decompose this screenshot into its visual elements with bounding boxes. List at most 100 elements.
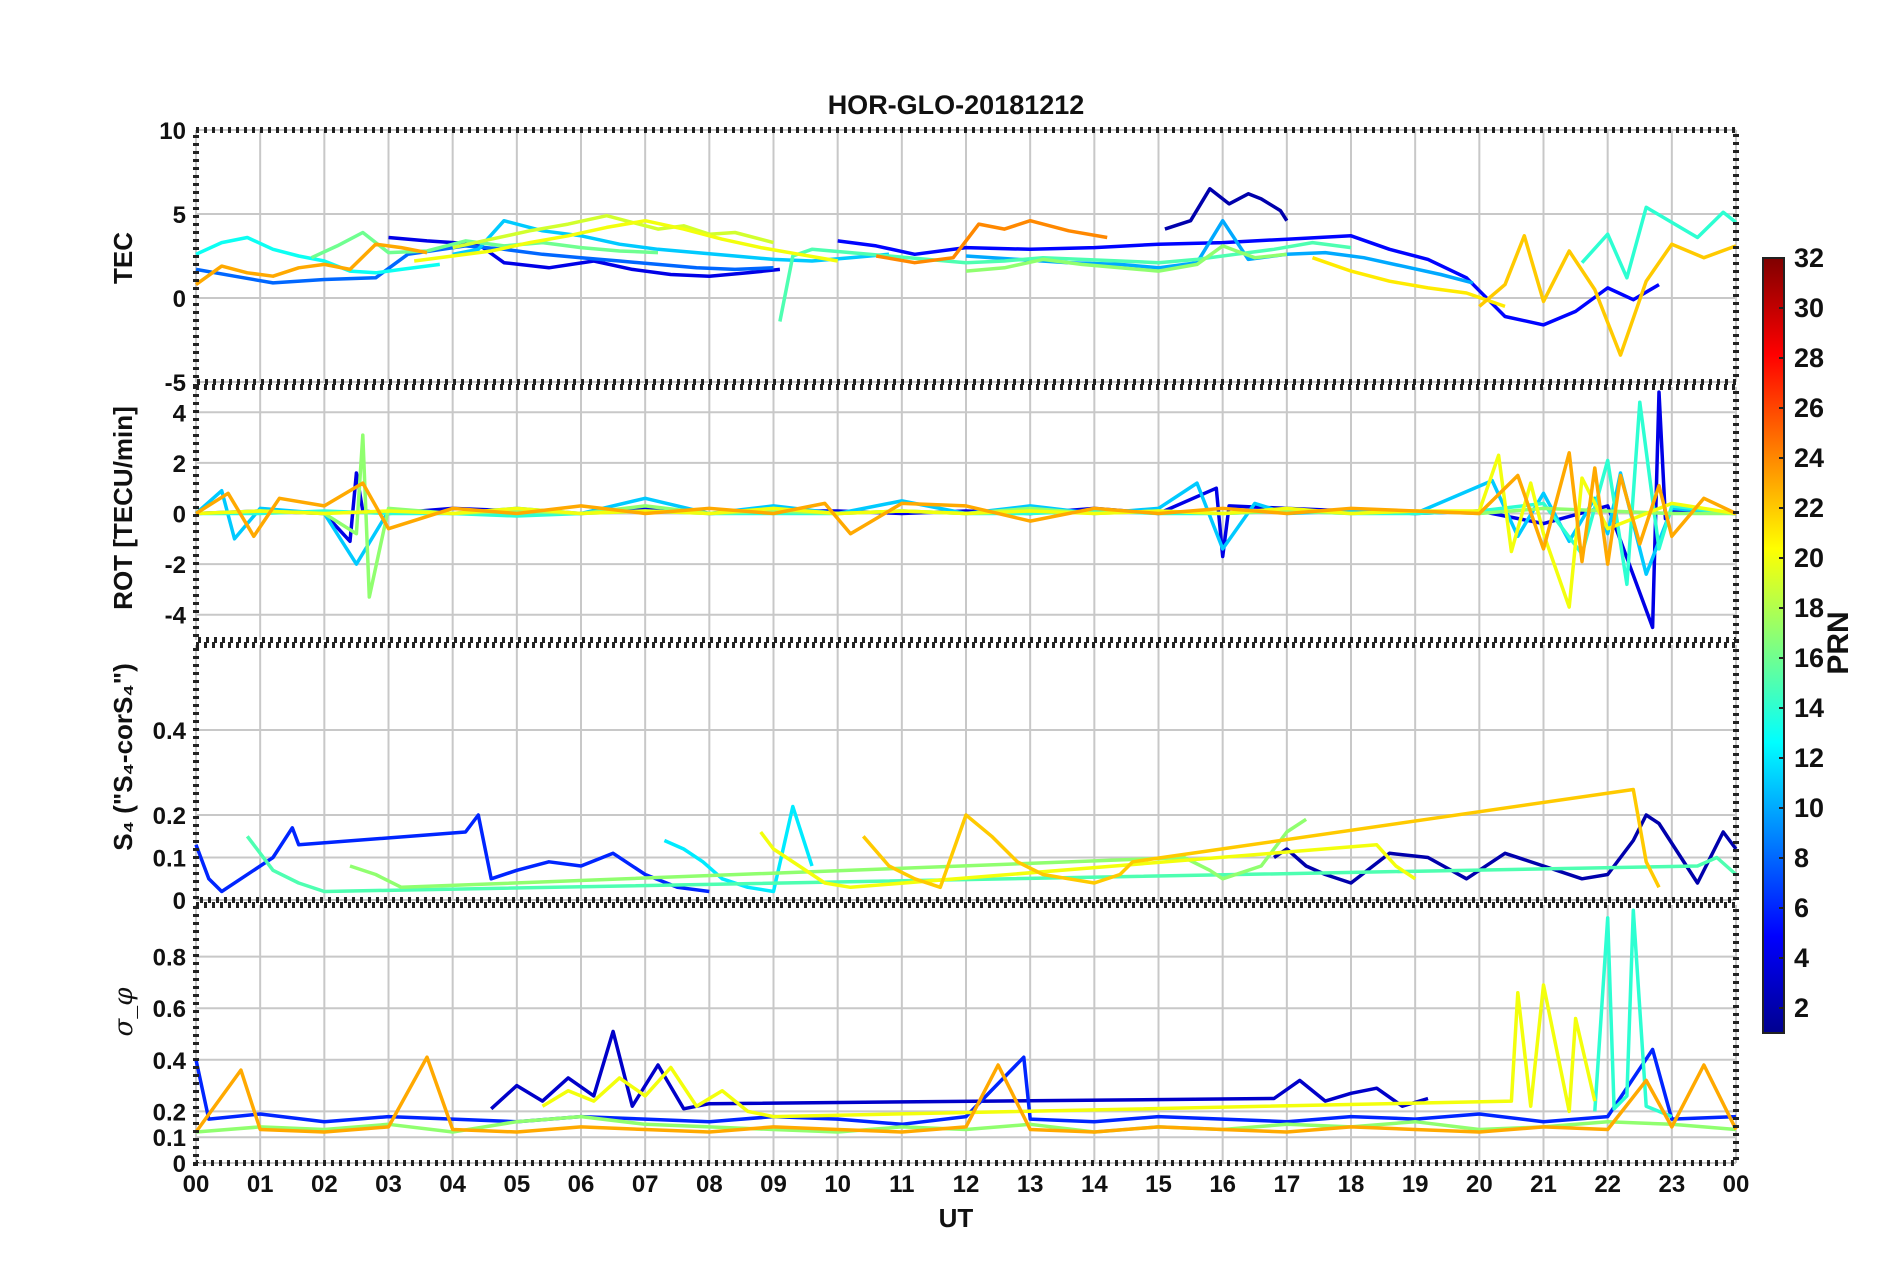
colorbar-tick-label: 12 xyxy=(1794,743,1824,773)
panel-tec: TEC -5 0 5 10 xyxy=(108,118,1739,397)
colorbar-tick-label: 32 xyxy=(1794,243,1824,273)
tec-axis-label: TEC xyxy=(108,232,138,284)
colorbar-tick-label: 20 xyxy=(1794,543,1824,573)
y-tick-label: 10 xyxy=(159,118,186,145)
y-tick-label: 0.1 xyxy=(153,846,186,873)
panel-s4: S₄ ("S₄-corS₄") 0 0.1 0.2 0.4 xyxy=(108,642,1739,915)
colorbar-tick-label: 30 xyxy=(1794,293,1824,323)
rot-axis-label: ROT [TECU/min] xyxy=(108,406,138,610)
x-tick-label: 11 xyxy=(889,1171,914,1198)
axes-box xyxy=(193,642,1739,903)
colorbar-tick-label: 14 xyxy=(1794,693,1824,723)
panel-sigma-phi: σ_φ 00.10.2 0.4 0.6 0.8 xyxy=(109,902,1739,1178)
y-tick-label: 0.6 xyxy=(153,996,186,1023)
colorbar-tick-label: 6 xyxy=(1794,893,1809,923)
x-tick-label: 00 xyxy=(183,1171,210,1198)
series-prn-20 xyxy=(759,830,1417,890)
x-tick-label: 12 xyxy=(953,1171,980,1198)
series-prn-17 xyxy=(965,244,1287,273)
x-axis: 00 01 02 03 04 05 06 07 08 09 10 11 12 13 14 15 16 17 18 19… xyxy=(183,1171,1750,1198)
series-prn-14 xyxy=(196,400,1737,587)
y-tick-label: -5 xyxy=(165,370,186,397)
y-tick-label: 0.4 xyxy=(153,1048,187,1075)
y-tick-label: 0.2 xyxy=(153,1099,186,1126)
series-prn-23 xyxy=(194,242,428,287)
x-tick-label: 04 xyxy=(439,1171,466,1198)
series-prn-16 xyxy=(310,230,659,260)
series-prn-15 xyxy=(245,835,1738,894)
colorbar-tick-label: 22 xyxy=(1794,493,1824,523)
colorbar-tick-label: 2 xyxy=(1794,993,1809,1023)
colorbar-tick-label: 18 xyxy=(1794,593,1824,623)
series-prn-22 xyxy=(861,787,1661,890)
y-tick-label: 4 xyxy=(173,400,187,427)
series-prn-24 xyxy=(875,218,1108,265)
axes-box xyxy=(193,384,1739,643)
y-tick-label: 0 xyxy=(173,286,186,313)
axes-box xyxy=(193,902,1739,1166)
y-tick-label: 0.1 xyxy=(153,1125,186,1152)
x-tick-label: 09 xyxy=(760,1171,787,1198)
colorbar-tick-label: 24 xyxy=(1794,443,1824,473)
x-tick-label: 03 xyxy=(375,1171,402,1198)
series-prn-20 xyxy=(541,983,1597,1119)
series-prn-5 xyxy=(837,234,1660,327)
series-prn-3 xyxy=(490,1029,1429,1111)
series-prn-21 xyxy=(1311,256,1506,309)
axes-box xyxy=(193,127,1739,385)
colorbar-tick-label: 4 xyxy=(1794,943,1809,973)
series-prn-13 xyxy=(195,235,441,275)
x-axis-label: UT xyxy=(939,1203,974,1233)
y-tick-label: 0 xyxy=(173,888,186,915)
x-tick-label: 18 xyxy=(1338,1171,1365,1198)
y-tick-label: 0.8 xyxy=(153,945,186,972)
x-tick-label: 10 xyxy=(824,1171,851,1198)
x-tick-label: 05 xyxy=(503,1171,530,1198)
series-prn-6 xyxy=(194,813,710,894)
series-prn-14 xyxy=(1593,908,1673,1119)
x-tick-label: 15 xyxy=(1145,1171,1172,1198)
series-prn-14 xyxy=(1580,205,1738,280)
series-prn-22 xyxy=(1478,234,1737,357)
x-tick-label: 23 xyxy=(1658,1171,1685,1198)
y-tick-label: -4 xyxy=(165,603,187,630)
colorbar-tick-label: 8 xyxy=(1794,843,1809,873)
series-prn-23 xyxy=(194,1055,1738,1134)
chart-title: HOR-GLO-20181212 xyxy=(828,90,1085,120)
series-prn-6 xyxy=(194,1047,1737,1127)
x-tick-label: 20 xyxy=(1466,1171,1493,1198)
colorbar-label: PRN xyxy=(1822,611,1855,674)
x-tick-label: 08 xyxy=(696,1171,723,1198)
x-tick-label: 16 xyxy=(1209,1171,1236,1198)
colorbar-bar xyxy=(1762,257,1785,1034)
x-tick-label: 19 xyxy=(1402,1171,1429,1198)
x-tick-label: 13 xyxy=(1017,1171,1044,1198)
s4-axis-label: S₄ ("S₄-corS₄") xyxy=(108,663,138,851)
x-tick-label: 14 xyxy=(1081,1171,1108,1198)
series-prn-17 xyxy=(195,1114,1737,1134)
y-tick-label: 0.4 xyxy=(153,718,187,745)
series-prn-20 xyxy=(413,218,839,263)
y-tick-label: 0 xyxy=(173,502,186,529)
series-prn-11 xyxy=(452,218,890,263)
x-tick-label: 06 xyxy=(568,1171,595,1198)
y-tick-label: -2 xyxy=(165,552,186,579)
y-tick-label: 0.2 xyxy=(153,803,186,830)
series-prn-23 xyxy=(195,451,1737,566)
x-tick-label: 02 xyxy=(311,1171,338,1198)
colorbar-tick-label: 10 xyxy=(1794,793,1824,823)
y-tick-label: 0 xyxy=(173,1151,186,1178)
x-tick-label: 22 xyxy=(1594,1171,1621,1198)
panel-rot: ROT [TECU/min] -4 -2 0 2 4 xyxy=(108,384,1739,643)
x-tick-label: 17 xyxy=(1273,1171,1300,1198)
sigma-phi-axis-label: σ_φ xyxy=(109,987,139,1037)
x-tick-label: 00 xyxy=(1723,1171,1750,1198)
y-tick-label: 2 xyxy=(173,451,186,478)
x-tick-label: 21 xyxy=(1530,1171,1557,1198)
colorbar-tick-label: 26 xyxy=(1794,393,1824,423)
series-prn-2 xyxy=(1164,187,1289,231)
x-tick-label: 07 xyxy=(632,1171,659,1198)
colorbar-tick-label: 28 xyxy=(1794,343,1824,373)
